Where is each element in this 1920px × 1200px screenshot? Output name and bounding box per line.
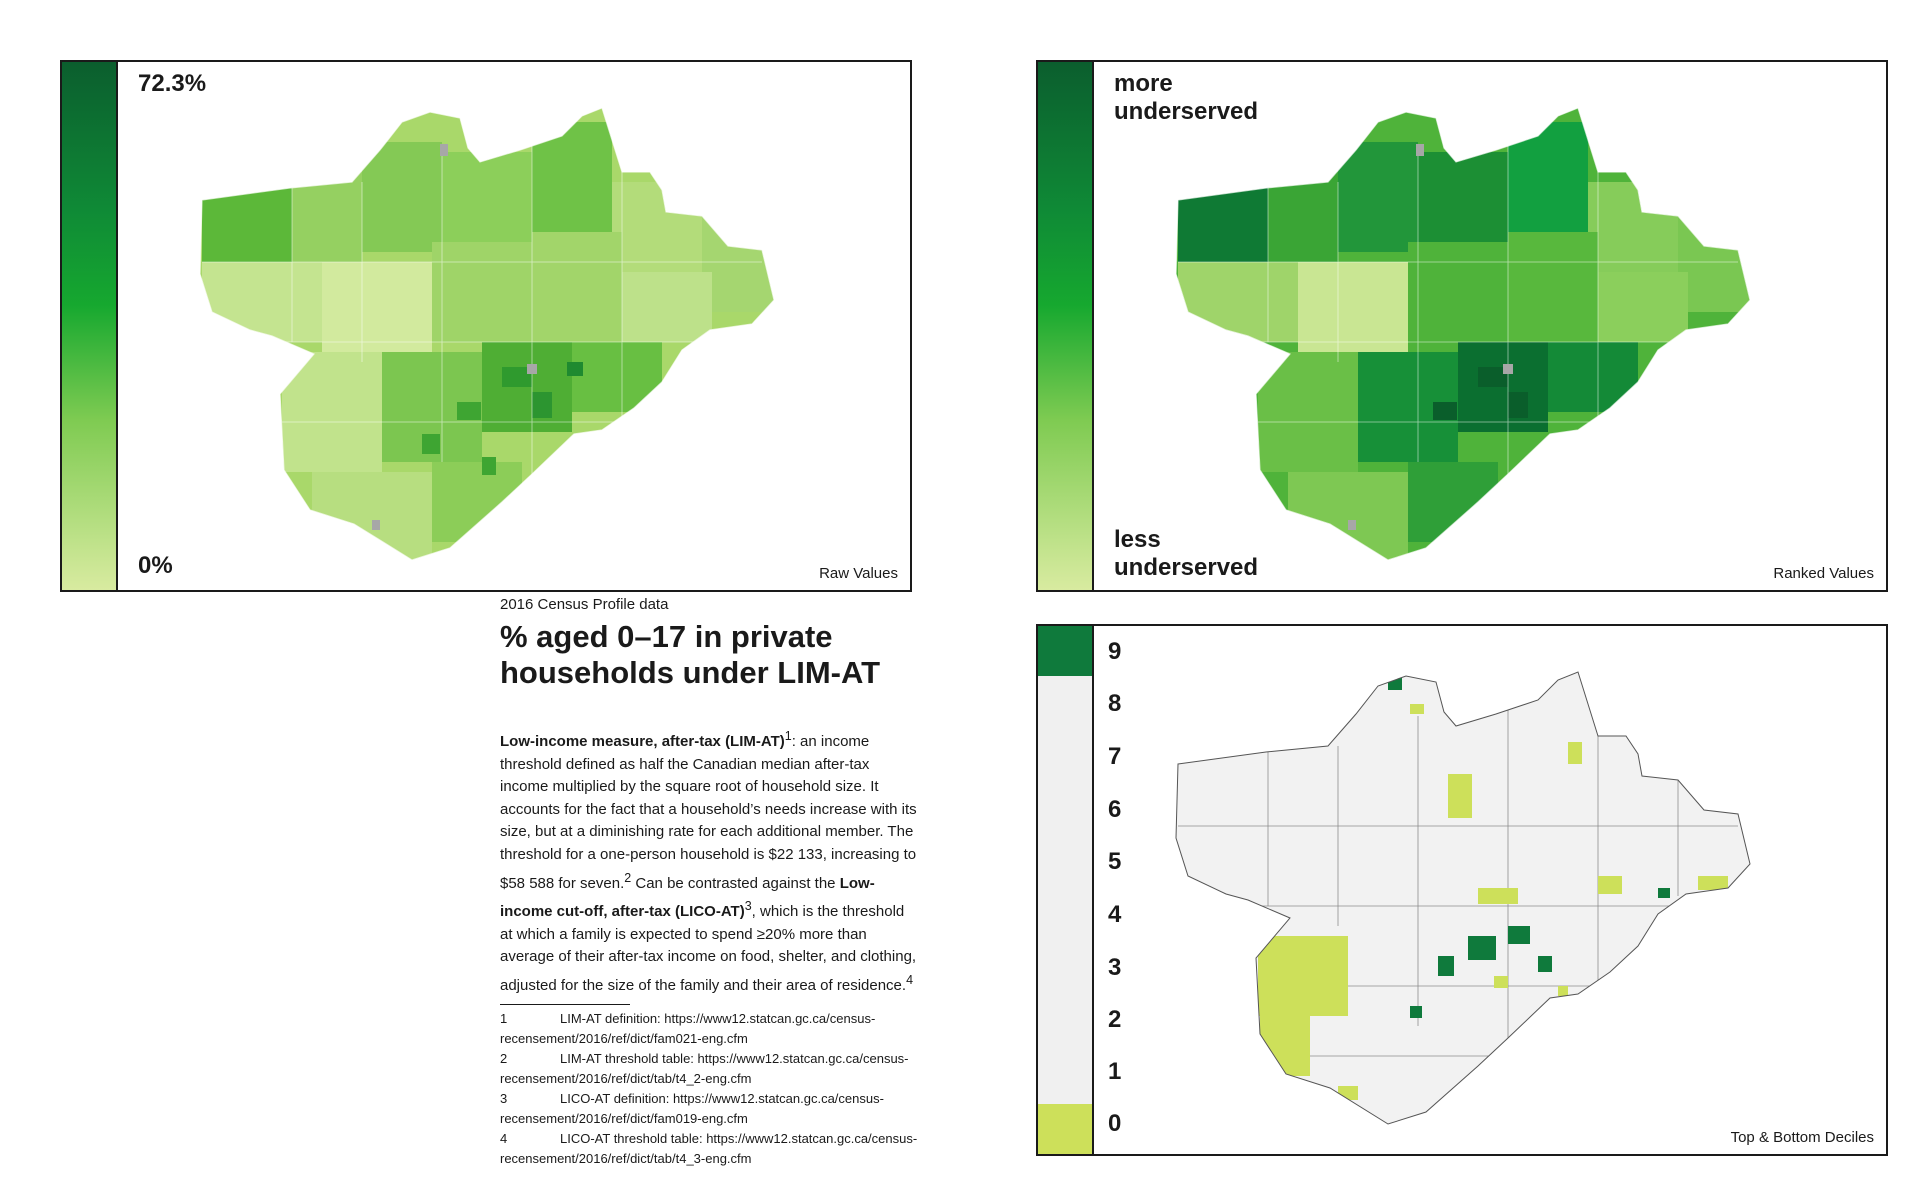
lim-at-definition: : an income threshold defined as half th…	[500, 733, 917, 892]
decile-label-7: 7	[1108, 743, 1122, 770]
footnote-1: 1 LIM-AT definition: https://www12.statca…	[500, 1009, 920, 1049]
description-column: 2016 Census Profile data % aged 0–17 in …	[500, 596, 920, 1169]
footnote-text: LICO-AT threshold table: https://www12.s…	[500, 1130, 918, 1166]
ranked-values-legend-bar	[1038, 62, 1094, 590]
deciles-caption: Top & Bottom Deciles	[1730, 1129, 1874, 1146]
deciles-map-panel: 9 8 7 6 5 4 3 2 1 0	[1036, 624, 1888, 1156]
no-data-area	[527, 364, 537, 374]
raw-values-map-panel: 72.3% 0%	[60, 60, 912, 592]
lim-at-term: Low-income measure, after-tax (LIM-AT)	[500, 733, 785, 750]
ranked-legend-top-label: more underserved	[1114, 70, 1259, 125]
contrast-text: Can be contrasted against the	[631, 874, 840, 892]
footnote-3: 3 LICO-AT definition: https://www12.statc…	[500, 1089, 920, 1129]
footnote-4: 4 LICO-AT threshold table: https://www12.…	[500, 1129, 920, 1169]
decile-label-8: 8	[1108, 690, 1122, 717]
footnote-ref-2: 2	[624, 870, 632, 885]
ranked-legend-bottom-label: less underserved	[1114, 526, 1259, 581]
footnote-ref-1: 1	[784, 729, 792, 743]
decile-label-4: 4	[1108, 901, 1122, 928]
footnote-text: LIM-AT definition: https://www12.statcan…	[500, 1010, 876, 1046]
bottom-decile-swatch	[1038, 1104, 1092, 1154]
decile-label-9: 9	[1108, 638, 1122, 665]
raw-values-choropleth-map	[199, 107, 775, 561]
footnote-number: 1	[500, 1010, 508, 1026]
decile-label-3: 3	[1108, 954, 1122, 981]
decile-label-2: 2	[1108, 1006, 1122, 1033]
ranked-values-map-panel: more underserved less underserved	[1036, 60, 1888, 592]
lico-at-definition: , which is the threshold at which a fami…	[500, 903, 917, 994]
ranked-values-choropleth-map	[1175, 107, 1751, 561]
footnote-number: 4	[500, 1130, 508, 1146]
footnote-text: LIM-AT threshold table: https://www12.st…	[500, 1050, 909, 1086]
footnote-text: LICO-AT definition: https://www12.statca…	[500, 1090, 884, 1126]
decile-label-1: 1	[1108, 1058, 1122, 1085]
top-decile-swatch	[1038, 626, 1092, 676]
decile-legend-bar	[1038, 626, 1094, 1154]
footnote-ref-3: 3	[744, 899, 752, 914]
footnote-2: 2 LIM-AT threshold table: https://www12.s…	[500, 1049, 920, 1089]
raw-values-caption: Raw Values	[819, 565, 898, 582]
footnote-ref-4: 4	[906, 972, 914, 987]
footnote-number: 2	[500, 1050, 508, 1066]
footnote-divider	[500, 1003, 630, 1005]
raw-legend-top-label: 72.3%	[138, 70, 207, 97]
definition-paragraph: Low-income measure, after-tax (LIM-AT)1:…	[500, 725, 920, 998]
raw-values-legend-bar	[62, 62, 118, 590]
source-label: 2016 Census Profile data	[500, 596, 669, 613]
ranked-values-caption: Ranked Values	[1773, 565, 1874, 582]
footnote-number: 3	[500, 1090, 508, 1106]
decile-label-6: 6	[1108, 796, 1122, 823]
decile-label-0: 0	[1108, 1110, 1122, 1137]
raw-legend-bottom-label: 0%	[138, 552, 173, 579]
decile-label-5: 5	[1108, 848, 1122, 875]
deciles-map	[1175, 671, 1751, 1125]
page-title: % aged 0–17 in private households under …	[500, 619, 881, 690]
lico-at-term: Low-income cut-off, after-tax (LICO-AT)	[500, 874, 875, 921]
